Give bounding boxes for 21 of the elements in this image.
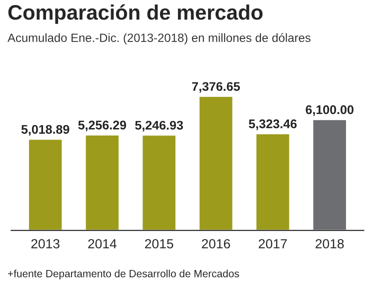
- bar: [255, 132, 291, 230]
- data-label: 6,100.00: [306, 105, 354, 116]
- x-tick-label: 2018: [316, 239, 344, 248]
- bar: [312, 118, 348, 230]
- chart-title: Comparación de mercado: [8, 4, 263, 24]
- data-label: 7,376.65: [192, 82, 240, 93]
- bar: [198, 95, 234, 230]
- bar: [141, 134, 177, 230]
- chart-subtitle: Acumulado Ene.-Dic. (2013-2018) en millones de dólares: [8, 33, 310, 44]
- text: +fuente Departamento de Desarrollo de Mercados: [8, 270, 240, 280]
- data-label: 5,246.93: [135, 120, 183, 132]
- x-tick-label: 2015: [145, 239, 174, 248]
- data-label: 5,323.46: [248, 119, 297, 130]
- x-tick-label: 2016: [202, 239, 230, 248]
- x-tick-label: 2013: [31, 239, 60, 248]
- bar: [28, 138, 64, 230]
- data-label: 5,256.29: [78, 120, 126, 132]
- x-tick-label: 2017: [258, 239, 287, 248]
- bar: [84, 134, 120, 230]
- x-tick-label: 2014: [88, 239, 117, 248]
- data-label: 5,018.89: [21, 124, 70, 136]
